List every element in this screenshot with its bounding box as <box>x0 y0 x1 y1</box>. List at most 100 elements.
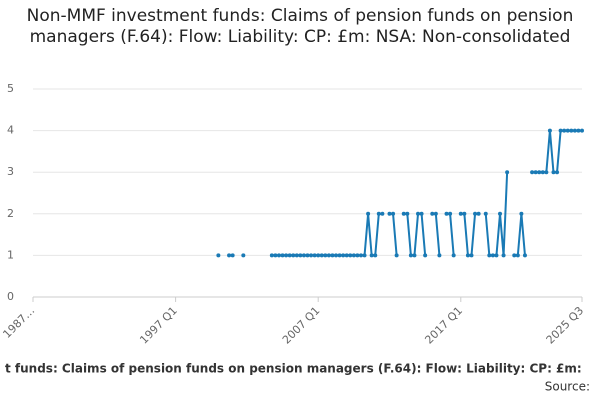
point <box>380 211 385 216</box>
point <box>487 253 492 258</box>
point <box>319 253 324 258</box>
x-tick-label: 1997 Q1 <box>137 304 180 347</box>
point <box>298 253 303 258</box>
x-tick-label: 1987… <box>0 304 37 341</box>
point <box>348 253 353 258</box>
point <box>316 253 321 258</box>
point <box>419 211 424 216</box>
point <box>309 253 314 258</box>
point <box>366 211 371 216</box>
point <box>533 170 538 175</box>
point <box>569 128 574 133</box>
point <box>437 253 442 258</box>
y-tick-label: 2 <box>7 207 14 220</box>
point <box>444 211 449 216</box>
point <box>273 253 278 258</box>
point <box>337 253 342 258</box>
point <box>580 128 584 133</box>
point <box>572 128 577 133</box>
point <box>391 211 396 216</box>
point <box>294 253 299 258</box>
point <box>326 253 331 258</box>
y-tick-label: 0 <box>7 290 14 303</box>
point <box>305 253 310 258</box>
line <box>229 129 582 257</box>
point <box>330 253 335 258</box>
chart-title: Non-MMF investment funds: Claims of pens… <box>26 6 574 47</box>
point <box>448 211 453 216</box>
point <box>341 253 346 258</box>
point <box>227 253 232 258</box>
point <box>423 253 428 258</box>
point <box>462 211 467 216</box>
caption: t funds: Claims of pension funds on pens… <box>5 362 582 376</box>
point <box>269 253 274 258</box>
x-tick-label: 2025 Q3 <box>544 304 587 347</box>
point <box>458 211 463 216</box>
point <box>490 253 495 258</box>
point <box>355 253 360 258</box>
point <box>358 253 363 258</box>
point <box>494 253 499 258</box>
point <box>547 128 552 133</box>
y-tick-label: 5 <box>7 82 14 95</box>
point <box>344 253 349 258</box>
point <box>323 253 328 258</box>
point <box>451 253 456 258</box>
point <box>522 253 527 258</box>
point <box>476 211 481 216</box>
point <box>230 253 235 258</box>
point <box>544 170 549 175</box>
point <box>369 253 374 258</box>
point <box>519 211 524 216</box>
point <box>555 170 560 175</box>
point <box>483 211 488 216</box>
point <box>280 253 285 258</box>
point <box>373 253 378 258</box>
x-tick-label: 2007 Q1 <box>280 304 323 347</box>
point <box>537 170 542 175</box>
point <box>576 128 581 133</box>
point <box>291 253 296 258</box>
point <box>241 253 246 258</box>
point <box>301 253 306 258</box>
point <box>469 253 474 258</box>
point <box>473 211 478 216</box>
point <box>276 253 281 258</box>
point <box>515 253 520 258</box>
point <box>394 253 399 258</box>
point <box>334 253 339 258</box>
point <box>387 211 392 216</box>
point <box>416 211 421 216</box>
point <box>362 253 367 258</box>
point <box>498 211 503 216</box>
point <box>351 253 356 258</box>
point <box>530 170 535 175</box>
point <box>465 253 470 258</box>
point <box>558 128 563 133</box>
point <box>501 253 506 258</box>
point <box>216 253 221 258</box>
point <box>412 253 417 258</box>
y-tick-label: 3 <box>7 165 14 178</box>
source: Source: <box>545 380 590 394</box>
point <box>540 170 545 175</box>
x-tick-label: 2017 Q1 <box>422 304 465 347</box>
y-tick-label: 4 <box>7 124 14 137</box>
point <box>408 253 413 258</box>
point <box>512 253 517 258</box>
point <box>287 253 292 258</box>
point <box>562 128 567 133</box>
point <box>312 253 317 258</box>
point <box>376 211 381 216</box>
y-tick-label: 1 <box>7 248 14 261</box>
point <box>433 211 438 216</box>
point <box>284 253 289 258</box>
point <box>401 211 406 216</box>
point <box>405 211 410 216</box>
point <box>551 170 556 175</box>
point <box>505 170 510 175</box>
point <box>430 211 435 216</box>
